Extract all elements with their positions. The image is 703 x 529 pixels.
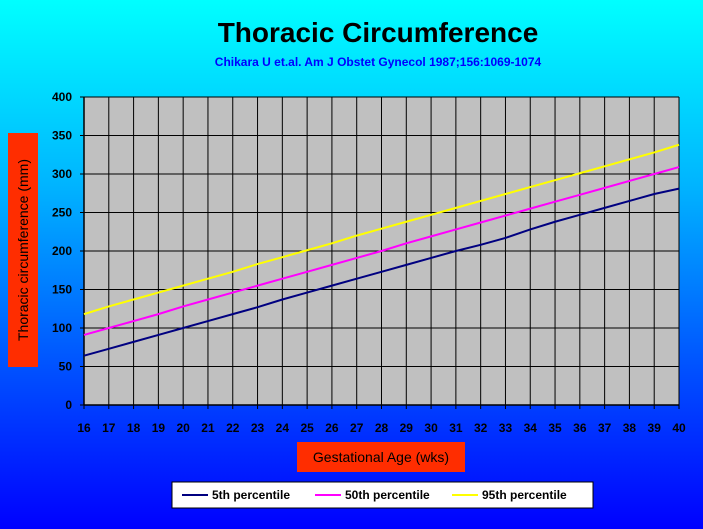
x-tick-label: 32 <box>474 421 488 435</box>
series-line-1 <box>83 187 680 357</box>
x-tick-label: 28 <box>375 421 389 435</box>
y-tick-label: 300 <box>52 167 72 181</box>
y-tick-label: 100 <box>52 321 72 335</box>
x-tick-label: 16 <box>77 421 91 435</box>
x-tick-label: 35 <box>548 421 562 435</box>
x-tick-label: 26 <box>325 421 339 435</box>
series-line-2 <box>83 166 680 336</box>
y-tick-label: 350 <box>52 129 72 143</box>
x-tick-label: 21 <box>201 421 215 435</box>
chart-subtitle: Chikara U et.al. Am J Obstet Gynecol 198… <box>215 55 542 69</box>
legend: 5th percentile 50th percentile 95th percen… <box>182 488 567 502</box>
y-tick-label: 400 <box>52 90 72 104</box>
y-tick-label: 150 <box>52 283 72 297</box>
x-tick-label: 30 <box>424 421 438 435</box>
legend-label-3: 95th percentile <box>482 488 567 502</box>
x-tick-label: 19 <box>152 421 166 435</box>
legend-box <box>171 481 594 509</box>
x-tick-label: 17 <box>102 421 116 435</box>
legend-label-2: 50th percentile <box>345 488 430 502</box>
x-tick-label: 18 <box>127 421 141 435</box>
y-tick-label: 0 <box>65 398 72 412</box>
y-tick-label: 50 <box>59 360 73 374</box>
x-tick-label: 25 <box>300 421 314 435</box>
x-tick-label: 39 <box>648 421 662 435</box>
x-axis-label-box <box>297 442 465 472</box>
y-tick-label: 200 <box>52 244 72 258</box>
x-tick-label: 34 <box>524 421 538 435</box>
y-axis-label-box <box>8 133 38 367</box>
x-tick-label: 29 <box>400 421 414 435</box>
x-tick-label: 20 <box>176 421 190 435</box>
y-tick-label: 250 <box>52 206 72 220</box>
x-tick-label: 33 <box>499 421 513 435</box>
x-tick-label: 27 <box>350 421 364 435</box>
x-tick-label: 40 <box>672 421 686 435</box>
x-tick-label: 36 <box>573 421 587 435</box>
tick-labels: 0 50 100 150 200 250 300 350 400 16 17 18 19 20 21 22 23… <box>52 90 686 435</box>
x-tick-label: 23 <box>251 421 265 435</box>
x-tick-label: 38 <box>623 421 637 435</box>
x-axis-label: Gestational Age (wks) <box>313 449 449 465</box>
x-tick-label: 22 <box>226 421 240 435</box>
series-lines <box>83 143 680 357</box>
legend-label-1: 5th percentile <box>212 488 290 502</box>
chart-title: Thoracic Circumference <box>218 17 539 48</box>
series-line-3 <box>83 143 680 316</box>
x-tick-label: 37 <box>598 421 612 435</box>
y-axis-label: Thoracic circumference (mm) <box>15 159 31 341</box>
x-tick-label: 31 <box>449 421 463 435</box>
x-tick-label: 24 <box>276 421 290 435</box>
